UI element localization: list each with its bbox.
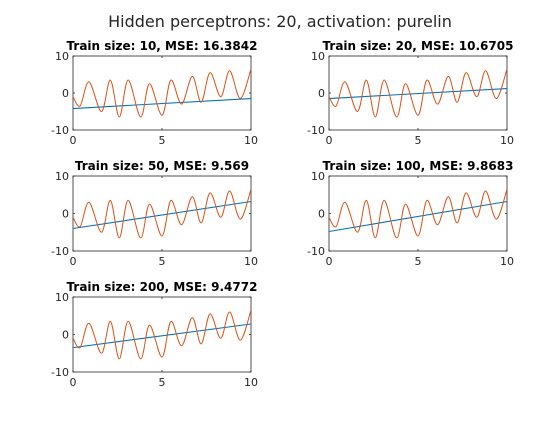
figure-title: Hidden perceptrons: 20, activation: pure… <box>108 12 452 31</box>
y-tick-label: 0 <box>62 208 69 221</box>
axes-box <box>328 55 508 131</box>
y-tick-label: -10 <box>307 245 325 258</box>
subplot-title: Train size: 200, MSE: 9.4772 <box>67 280 258 294</box>
series-linear-fit-line <box>73 98 251 110</box>
x-tick-label: 0 <box>326 255 333 268</box>
y-tick-label: -10 <box>51 124 69 137</box>
series-linear-fit-line <box>329 200 507 233</box>
x-tick-label: 5 <box>159 376 166 389</box>
x-tick-label: 5 <box>159 134 166 147</box>
y-tick-label: 10 <box>55 291 69 304</box>
subplot-title: Train size: 50, MSE: 9.569 <box>75 159 249 173</box>
y-tick-label: 10 <box>311 50 325 63</box>
subplot-title: Train size: 10, MSE: 16.3842 <box>67 39 258 53</box>
y-tick-label: 0 <box>318 87 325 100</box>
axes-box <box>72 55 252 131</box>
series-linear-fit-line <box>73 200 251 230</box>
series-linear-fit-line <box>73 323 251 349</box>
x-tick-label: 10 <box>244 255 258 268</box>
series-target-signal-line <box>73 309 251 360</box>
x-tick-label: 0 <box>70 134 77 147</box>
y-tick-label: -10 <box>51 366 69 379</box>
x-tick-label: 5 <box>415 134 422 147</box>
y-tick-label: 10 <box>55 170 69 183</box>
series-target-signal-line <box>329 188 507 239</box>
x-tick-label: 0 <box>70 255 77 268</box>
y-tick-label: 0 <box>62 329 69 342</box>
subplot-title: Train size: 20, MSE: 10.6705 <box>323 39 514 53</box>
x-tick-label: 5 <box>415 255 422 268</box>
x-tick-label: 10 <box>500 255 514 268</box>
axes-box <box>72 175 252 252</box>
axes-box <box>328 175 508 252</box>
axes-box <box>72 296 252 373</box>
y-tick-label: -10 <box>307 124 325 137</box>
y-tick-label: 10 <box>311 170 325 183</box>
x-tick-label: 10 <box>244 376 258 389</box>
series-target-signal-line <box>73 68 251 118</box>
x-tick-label: 0 <box>70 376 77 389</box>
series-target-signal-line <box>73 188 251 239</box>
x-tick-label: 0 <box>326 134 333 147</box>
subplot-title: Train size: 100, MSE: 9.8683 <box>323 159 514 173</box>
series-linear-fit-line <box>329 88 507 100</box>
y-tick-label: 0 <box>62 87 69 100</box>
x-tick-label: 5 <box>159 255 166 268</box>
series-target-signal-line <box>329 68 507 118</box>
y-tick-label: 0 <box>318 208 325 221</box>
y-tick-label: 10 <box>55 50 69 63</box>
x-tick-label: 10 <box>500 134 514 147</box>
y-tick-label: -10 <box>51 245 69 258</box>
x-tick-label: 10 <box>244 134 258 147</box>
